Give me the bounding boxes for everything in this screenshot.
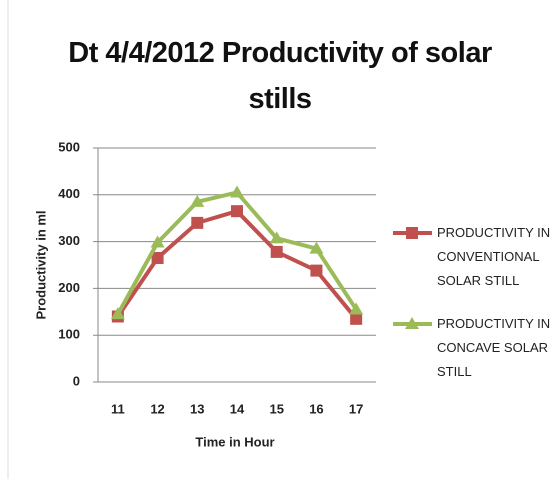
x-tick-label: 12 (150, 401, 164, 416)
y-tick-label: 0 (73, 373, 80, 388)
marker (405, 317, 419, 329)
marker (191, 216, 204, 229)
marker (230, 185, 244, 198)
y-axis-label: Productivity in ml (33, 210, 48, 319)
marker (150, 235, 165, 248)
y-tick-label: 500 (58, 139, 80, 154)
x-tick-label: 16 (309, 401, 323, 416)
marker (309, 241, 324, 254)
marker (231, 205, 243, 218)
x-tick-label: 17 (349, 401, 363, 416)
x-axis-label: Time in Hour (195, 434, 274, 449)
legend-label: PRODUCTIVITY IN CONCAVE SOLAR STILL (437, 316, 551, 379)
y-tick-label: 200 (58, 280, 80, 295)
x-tick-label: 13 (190, 401, 204, 416)
chart-title: Dt 4/4/2012 Productivity of solar stills (68, 37, 492, 115)
marker (269, 231, 284, 244)
marker (110, 307, 125, 320)
marker (190, 194, 205, 207)
marker (310, 264, 323, 277)
y-tick-label: 400 (58, 186, 80, 201)
marker (151, 251, 164, 264)
marker (406, 227, 418, 239)
y-tick-label: 100 (58, 327, 80, 342)
x-tick-label: 11 (111, 401, 125, 416)
x-tick-label: 15 (269, 401, 283, 416)
legend-label: PRODUCTIVITY IN CONVENTIONAL SOLAR STILL (437, 225, 551, 288)
marker (270, 245, 283, 258)
x-tick-label: 14 (230, 401, 245, 416)
marker (349, 302, 364, 315)
y-tick-label: 300 (58, 233, 80, 248)
marker (350, 312, 363, 325)
